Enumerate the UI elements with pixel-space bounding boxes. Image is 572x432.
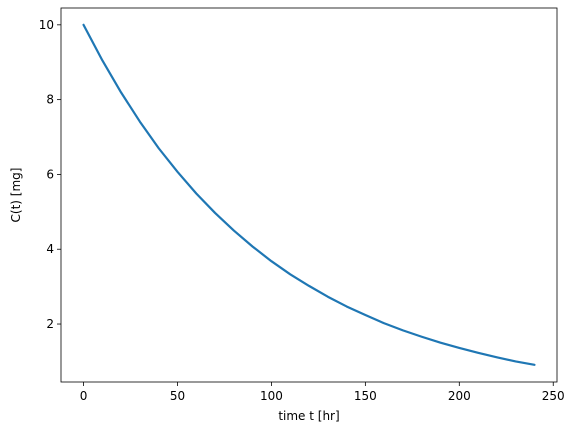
x-tick-label: 100 — [260, 389, 283, 403]
y-tick-label: 4 — [46, 242, 54, 256]
y-tick-label: 8 — [46, 93, 54, 107]
series-line — [82, 23, 536, 366]
y-tick-label: 10 — [39, 18, 54, 32]
x-tick-label: 250 — [542, 389, 565, 403]
x-tick-label: 0 — [80, 389, 88, 403]
x-axis-label: time t [hr] — [278, 409, 339, 423]
plot-area — [60, 7, 558, 383]
y-tick-label: 2 — [46, 317, 54, 331]
y-axis-ticks: 2 4 6 8 10 — [39, 18, 61, 331]
x-tick-label: 50 — [170, 389, 185, 403]
y-axis-label: C(t) [mg] — [9, 168, 23, 223]
y-tick-label: 6 — [46, 167, 54, 181]
x-tick-label: 150 — [354, 389, 377, 403]
x-tick-label: 200 — [448, 389, 471, 403]
series-group — [82, 23, 536, 366]
x-axis-ticks: 0 50 100 150 200 250 — [80, 382, 565, 403]
